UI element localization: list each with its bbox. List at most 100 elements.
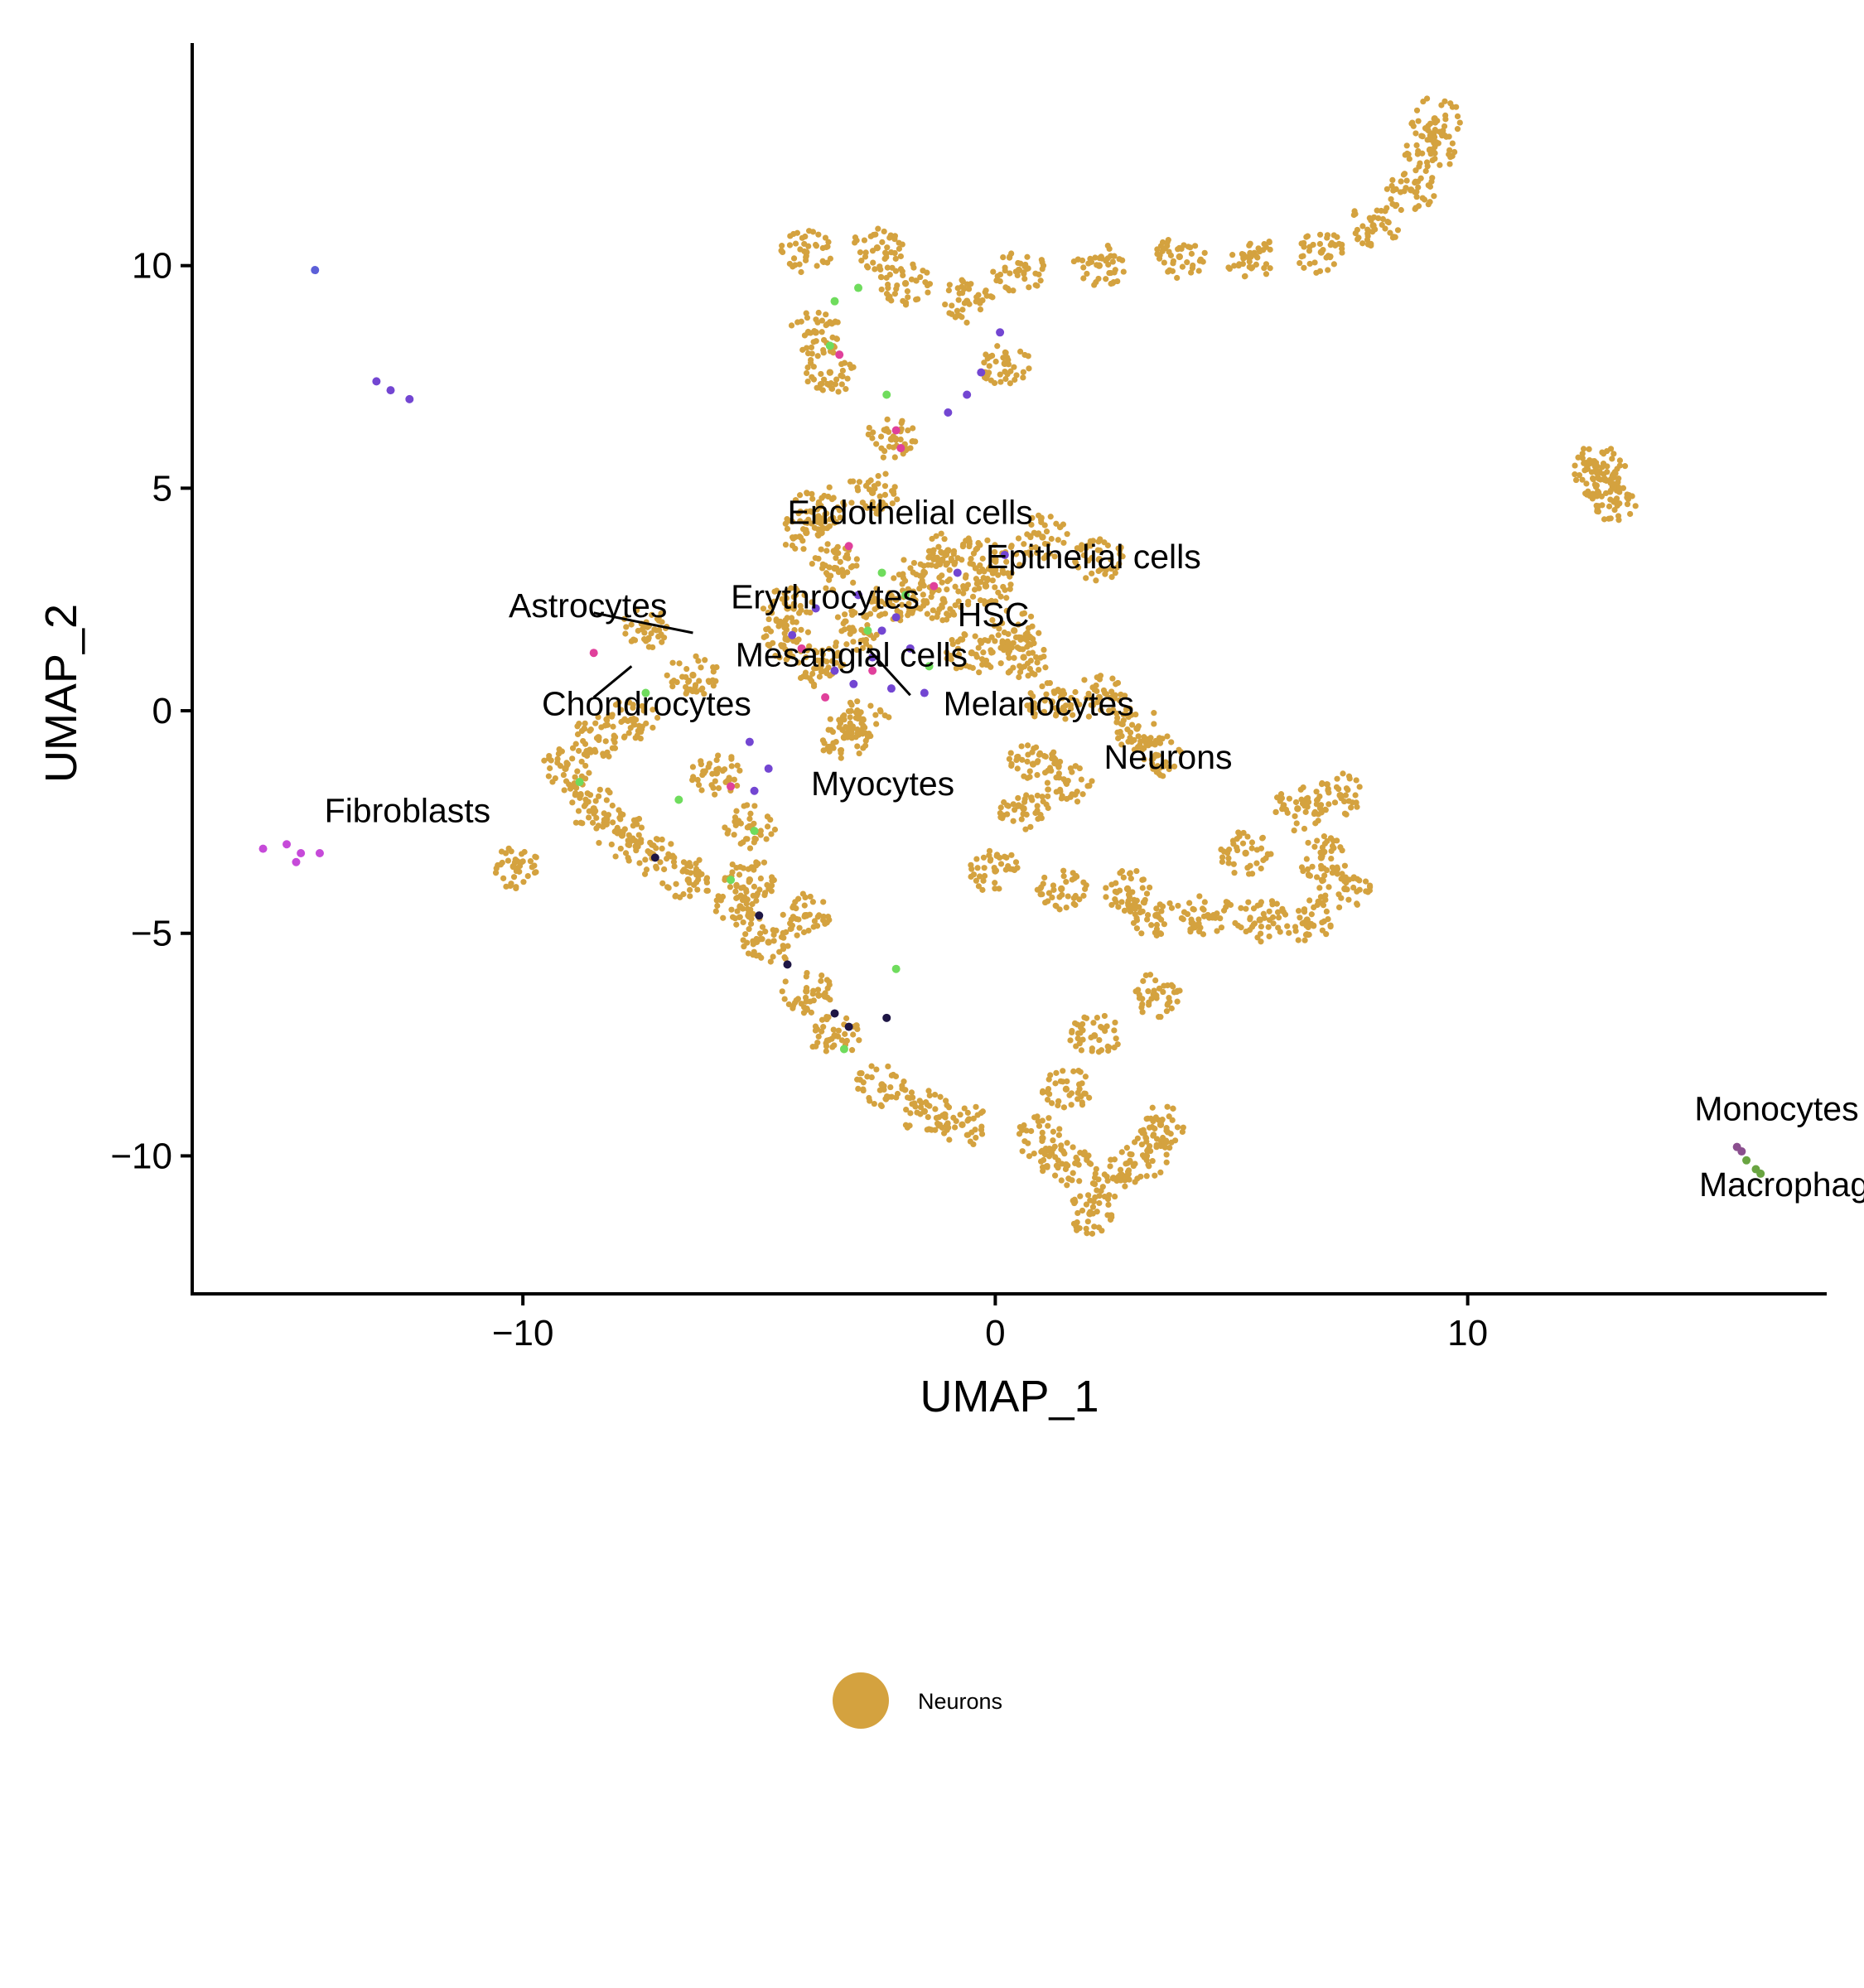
cloud-dot [885, 295, 891, 302]
cloud-dot [834, 319, 841, 326]
cloud-dot [1047, 514, 1054, 520]
cloud-dot [1153, 932, 1160, 939]
data-point-endothelial-cells [589, 649, 598, 658]
cloud-dot [1440, 128, 1446, 134]
cloud-dot [860, 722, 867, 729]
cloud-dot [856, 750, 862, 757]
cloud-dot [799, 346, 806, 353]
cloud-dot [1389, 176, 1396, 184]
cloud-dot [1025, 353, 1031, 359]
cloud-dot [1024, 758, 1031, 765]
data-point-epithelial-cells [830, 297, 839, 306]
cloud-dot [1055, 760, 1061, 767]
cloud-dot [1259, 835, 1266, 842]
cloud-dot [1056, 1126, 1063, 1132]
cloud-dot [505, 857, 511, 864]
cloud-dot [848, 499, 855, 506]
cloud-dot [1026, 768, 1033, 774]
cloud-dot [988, 856, 994, 862]
cluster-label: Melanocytes [944, 684, 1134, 722]
cloud-dot [952, 1124, 959, 1131]
cloud-dot [1070, 258, 1077, 265]
cloud-dot [1093, 1165, 1099, 1172]
cloud-dot [832, 643, 839, 649]
data-point-neurons [684, 876, 692, 884]
cloud-dot [1305, 799, 1312, 805]
cloud-dot [1108, 280, 1114, 287]
data-point-neurons [1152, 992, 1160, 1000]
cloud-dot [694, 886, 701, 893]
cloud-dot [933, 1114, 939, 1122]
cloud-dot [1180, 916, 1186, 923]
cloud-dot [1316, 885, 1323, 891]
cloud-dot [1307, 921, 1314, 928]
cloud-dot [959, 283, 965, 290]
cloud-dot [910, 559, 918, 567]
cloud-dot [1330, 261, 1337, 268]
cloud-dot [1144, 1147, 1151, 1154]
cloud-dot [1080, 552, 1087, 558]
cloud-dot [1032, 544, 1039, 551]
cloud-dot [722, 824, 728, 831]
cloud-dot [1345, 896, 1352, 903]
data-point-neurons [595, 734, 602, 741]
cloud-dot [876, 612, 883, 619]
data-point-neurons [1152, 912, 1160, 919]
cloud-dot [1231, 870, 1238, 876]
cloud-dot [943, 1098, 949, 1104]
cloud-dot [814, 649, 820, 656]
cloud-dot [1217, 915, 1224, 922]
cloud-dot [743, 900, 750, 907]
cloud-dot [1117, 1171, 1123, 1179]
cloud-dot [1219, 854, 1226, 861]
cloud-dot [529, 864, 535, 871]
cloud-dot [1089, 1204, 1097, 1210]
cloud-dot [1146, 884, 1153, 891]
cloud-dot [797, 674, 804, 682]
cloud-dot [1000, 253, 1007, 261]
data-point-fibroblasts [315, 849, 324, 858]
cloud-dot [1103, 1023, 1110, 1030]
cloud-dot [1037, 277, 1044, 284]
cloud-dot [635, 843, 641, 850]
cloud-dot [888, 248, 895, 256]
cloud-dot [1084, 270, 1090, 277]
cloud-dot [1039, 683, 1045, 690]
cloud-dot [1277, 791, 1285, 798]
cloud-dot [750, 952, 756, 958]
cloud-dot [1148, 922, 1155, 929]
cloud-dot [1423, 159, 1431, 166]
cloud-dot [1201, 899, 1208, 905]
cloud-dot [979, 886, 986, 893]
cloud-dot [1015, 535, 1022, 542]
cloud-dot [1120, 874, 1127, 881]
cloud-dot [1115, 904, 1122, 910]
cloud-dot [1073, 1223, 1079, 1229]
cloud-dot [785, 1001, 792, 1008]
cloud-dot [1011, 654, 1017, 661]
cloud-dot [1389, 234, 1397, 241]
cloud-dot [1176, 987, 1183, 994]
cloud-dot [977, 306, 984, 313]
cloud-dot [1163, 1151, 1170, 1158]
cloud-dot [770, 953, 776, 960]
cloud-dot [1352, 229, 1359, 237]
cloud-dot [1021, 1138, 1028, 1145]
cloud-dot [765, 615, 772, 623]
cloud-dot [643, 638, 650, 644]
cloud-dot [807, 998, 814, 1005]
cloud-dot [973, 877, 980, 884]
cloud-dot [1225, 855, 1232, 861]
cloud-dot [949, 302, 955, 309]
cloud-dot [946, 567, 953, 573]
cloud-dot [1392, 203, 1399, 210]
cloud-dot [829, 586, 836, 593]
cloud-dot [1100, 687, 1108, 694]
cloud-dot [1266, 908, 1272, 914]
cloud-dot [938, 530, 944, 537]
cloud-dot [792, 497, 799, 504]
cloud-dot [1021, 276, 1028, 282]
cloud-dot [1453, 104, 1460, 110]
cloud-dot [909, 610, 915, 616]
cloud-dot [1053, 520, 1060, 527]
